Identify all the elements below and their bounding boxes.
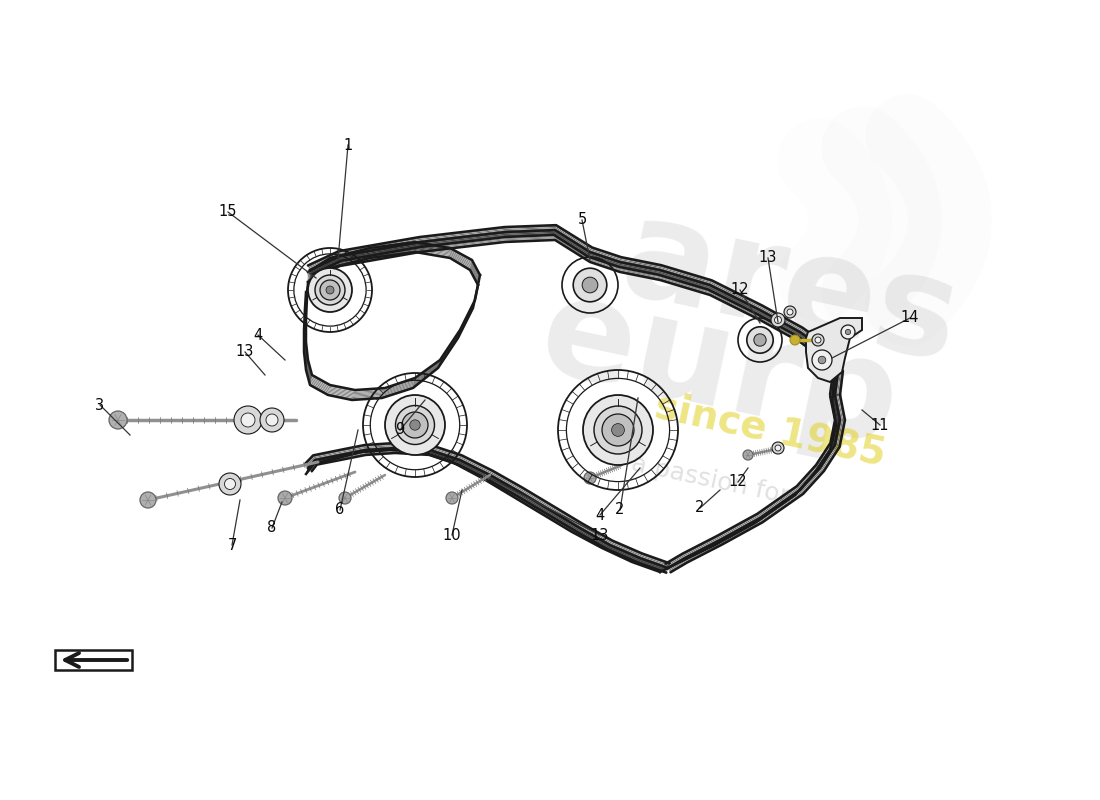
Text: 1: 1: [343, 138, 353, 153]
Circle shape: [234, 406, 262, 434]
Text: 12: 12: [730, 282, 749, 298]
Circle shape: [224, 478, 235, 490]
Circle shape: [812, 337, 818, 343]
Text: 2: 2: [615, 502, 625, 518]
Circle shape: [747, 326, 773, 354]
Circle shape: [583, 395, 653, 465]
Circle shape: [815, 337, 821, 343]
Text: 12: 12: [728, 474, 747, 490]
Text: eurp: eurp: [529, 266, 911, 474]
Text: 8: 8: [267, 521, 276, 535]
Circle shape: [308, 268, 352, 312]
Circle shape: [241, 413, 255, 427]
Circle shape: [402, 412, 428, 438]
Circle shape: [602, 414, 634, 446]
Text: 5: 5: [578, 213, 586, 227]
Polygon shape: [806, 318, 862, 382]
Circle shape: [315, 275, 345, 305]
Circle shape: [842, 325, 855, 339]
Circle shape: [594, 406, 642, 454]
Circle shape: [109, 411, 126, 429]
Text: 6: 6: [336, 502, 344, 518]
Circle shape: [278, 491, 292, 505]
Circle shape: [784, 306, 796, 318]
Text: a passion for: a passion for: [628, 451, 791, 509]
Circle shape: [446, 492, 458, 504]
Circle shape: [742, 450, 754, 460]
Text: 4: 4: [253, 327, 263, 342]
Circle shape: [320, 280, 340, 300]
Text: since 1985: since 1985: [651, 387, 889, 473]
Circle shape: [786, 309, 793, 315]
Text: 9: 9: [395, 422, 405, 438]
Circle shape: [772, 442, 784, 454]
Text: 11: 11: [871, 418, 889, 433]
Text: 2: 2: [695, 501, 705, 515]
Text: 3: 3: [96, 398, 104, 413]
Text: 14: 14: [901, 310, 920, 326]
Circle shape: [396, 406, 435, 445]
Circle shape: [266, 414, 278, 426]
Circle shape: [818, 356, 826, 364]
Circle shape: [771, 313, 785, 327]
Circle shape: [219, 473, 241, 495]
Circle shape: [573, 268, 607, 302]
Circle shape: [385, 395, 446, 455]
Circle shape: [812, 334, 824, 346]
Text: 4: 4: [595, 507, 605, 522]
Circle shape: [140, 492, 156, 508]
Text: 10: 10: [442, 527, 461, 542]
Circle shape: [584, 472, 596, 484]
Circle shape: [790, 335, 800, 345]
Circle shape: [410, 420, 420, 430]
Circle shape: [612, 424, 625, 437]
Text: 7: 7: [228, 538, 236, 553]
Circle shape: [260, 408, 284, 432]
Text: 13: 13: [591, 527, 609, 542]
Circle shape: [326, 286, 334, 294]
Circle shape: [776, 445, 781, 451]
Circle shape: [774, 317, 781, 323]
Text: 13: 13: [235, 345, 254, 359]
Circle shape: [582, 277, 597, 293]
Circle shape: [812, 350, 832, 370]
Circle shape: [339, 492, 351, 504]
Text: 13: 13: [759, 250, 778, 266]
Text: ares: ares: [610, 189, 970, 391]
Circle shape: [754, 334, 767, 346]
Text: 15: 15: [219, 205, 238, 219]
Circle shape: [845, 330, 850, 334]
